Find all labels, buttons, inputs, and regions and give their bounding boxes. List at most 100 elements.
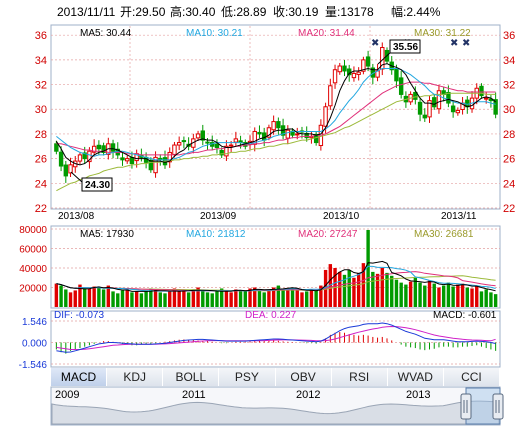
tab-obv[interactable]: OBV [275, 368, 332, 386]
candle-body [417, 101, 423, 115]
macd-legend-macd: MACD: -0.601 [433, 310, 497, 321]
volume-bar [347, 269, 351, 307]
navigator-left-handle[interactable] [460, 393, 472, 420]
volume-bar [59, 285, 63, 307]
volume-bar [87, 288, 92, 307]
volume-bar [229, 292, 233, 307]
candle-body [195, 133, 201, 139]
volume-bar [97, 287, 101, 307]
volume-bar [375, 273, 380, 307]
price-grid [51, 26, 500, 209]
tab-cci[interactable]: CCI [443, 368, 500, 386]
volume-bar [470, 288, 474, 307]
volume-bar [427, 280, 432, 307]
candle-body [125, 158, 130, 162]
volume-bar [489, 292, 493, 307]
candle-body [450, 105, 456, 113]
volume-bar [125, 289, 129, 307]
series-line-ma5 [55, 63, 496, 166]
volume-bar [300, 292, 304, 307]
volume-bar [144, 290, 148, 307]
volume-tick-label: 60000 [19, 245, 47, 256]
tab-rsi[interactable]: RSI [331, 368, 388, 386]
candle-body [361, 59, 366, 72]
candle-body [483, 97, 489, 100]
quote-low: 低:28.89 [221, 5, 267, 19]
min-callout: 24.30 [70, 171, 113, 192]
volume-bar [314, 290, 318, 307]
volume-axis: 80000 60000 40000 20000 [19, 225, 47, 295]
candle-body [398, 77, 404, 95]
candle-body [432, 97, 437, 108]
vol-legend-ma30: MA30: 26681 [414, 229, 474, 240]
candle-body [101, 145, 106, 153]
volume-bar [257, 289, 262, 307]
y-tick-label-right: 26 [503, 154, 515, 166]
volume-bar [271, 287, 276, 307]
candle-body [422, 114, 427, 119]
candle-body [351, 72, 357, 79]
y-tick-label-right: 30 [503, 104, 515, 116]
volume-bar [130, 292, 134, 307]
tab-boll[interactable]: BOLL [163, 368, 220, 386]
volume-grid [51, 228, 500, 288]
y-tick-label-right: 22 [503, 203, 515, 215]
candle-body [68, 164, 73, 174]
volume-bar [366, 229, 370, 307]
tab-macd[interactable]: MACD [51, 368, 108, 386]
volume-bar [295, 290, 299, 307]
y-tick-label: 28 [35, 129, 47, 141]
tab-psy[interactable]: PSY [219, 368, 276, 386]
event-marker-icon: ✖ [371, 38, 379, 49]
macd-legend-dif: DIF: -0.073 [54, 310, 104, 321]
candle-body [148, 159, 154, 171]
tab-kdj[interactable]: KDJ [107, 368, 164, 386]
candle-body [332, 69, 338, 84]
volume-bar [394, 279, 399, 307]
volume-bar [380, 268, 384, 307]
price-panel [50, 24, 501, 210]
macd-tick-label: -1.546 [19, 360, 48, 371]
legend-ma20: MA20: 31.44 [298, 28, 355, 39]
series-line-ma20 [56, 81, 496, 156]
y-tick-label-right: 24 [503, 178, 515, 190]
volume-bar [64, 289, 68, 307]
candle-body [58, 151, 64, 167]
volume-bar [281, 288, 285, 307]
quote-high: 高:30.40 [170, 4, 216, 19]
candle-body [233, 138, 239, 143]
volume-bar [437, 287, 441, 307]
candle-body [342, 65, 347, 72]
volume-bar [210, 293, 214, 307]
volume-bar [101, 289, 106, 307]
x-tick-label: 2013/10 [323, 211, 360, 222]
quote-change: 幅:2.44% [391, 4, 441, 19]
volume-ma-lines [56, 260, 496, 292]
volume-tick-label: 80000 [19, 225, 47, 236]
volume-bar [418, 282, 422, 307]
volume-bar [201, 290, 205, 307]
volume-bar [163, 293, 167, 307]
volume-bar [191, 289, 196, 307]
volume-bar [158, 292, 162, 307]
vol-legend-ma10: MA10: 21812 [186, 229, 246, 240]
candle-body [266, 127, 272, 138]
volume-bar [120, 290, 125, 307]
candle-body [172, 144, 177, 155]
macd-tick-label: 0.000 [22, 339, 47, 350]
candle-body [87, 150, 92, 163]
volume-bar [479, 291, 484, 307]
volume-bar [253, 287, 257, 307]
candle-body [394, 68, 399, 82]
price-axis-left: 36 34 32 30 28 26 24 22 [35, 30, 47, 215]
volume-bar [305, 291, 309, 307]
navigator-right-handle[interactable] [492, 393, 504, 420]
tab-wvad[interactable]: WVAD [387, 368, 444, 386]
candle-body [54, 143, 59, 152]
macd-axis: 1.546 0.000 -1.546 [19, 317, 48, 371]
vol-legend-ma20: MA20: 27247 [298, 229, 358, 240]
event-marker-icon: ✖ [450, 38, 458, 49]
volume-bar [262, 292, 266, 307]
y-tick-label-right: 28 [503, 129, 515, 141]
